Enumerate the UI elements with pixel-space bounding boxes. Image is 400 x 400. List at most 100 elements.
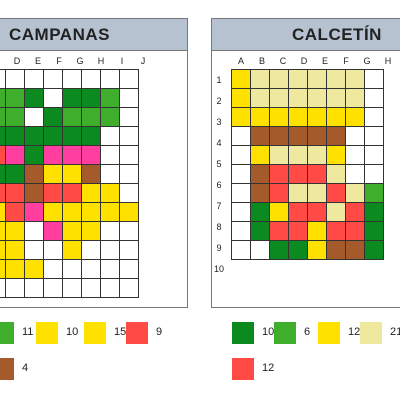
grid-cell xyxy=(62,164,82,184)
grid-cell xyxy=(5,259,25,279)
grid-cell xyxy=(250,164,270,184)
grid-row xyxy=(231,145,384,165)
grid-row xyxy=(231,69,384,89)
grid-row xyxy=(0,88,139,108)
grid-cell xyxy=(345,164,365,184)
grid-row xyxy=(231,164,384,184)
legend-swatch xyxy=(126,322,148,344)
grid-cell xyxy=(5,278,25,298)
grid-cell xyxy=(326,107,346,127)
grid-cell xyxy=(345,202,365,222)
grid-cell xyxy=(119,145,139,165)
grid-cell xyxy=(62,259,82,279)
grid-cell xyxy=(326,145,346,165)
grid-cell xyxy=(345,183,365,203)
column-label: G xyxy=(363,56,371,66)
grid-cell xyxy=(307,88,327,108)
grid-cell xyxy=(250,126,270,146)
grid-cell xyxy=(364,183,384,203)
grid-cell xyxy=(231,164,251,184)
grid-cell xyxy=(288,183,308,203)
grid-cell xyxy=(326,240,346,260)
grid-cell xyxy=(288,145,308,165)
grid-cell xyxy=(81,145,101,165)
grid-row xyxy=(0,164,139,184)
grid-cell xyxy=(269,221,289,241)
grid-cell xyxy=(43,202,63,222)
grid-cell xyxy=(81,240,101,260)
grid-cell xyxy=(81,202,101,222)
grid-row xyxy=(0,69,139,89)
grid-cell xyxy=(326,183,346,203)
grid-cell xyxy=(43,145,63,165)
grid-cell xyxy=(345,221,365,241)
grid-cell xyxy=(119,69,139,89)
grid-cell xyxy=(24,240,44,260)
legend-swatch xyxy=(232,322,254,344)
grid-cell xyxy=(345,126,365,146)
grid-row xyxy=(231,240,384,260)
grid-cell xyxy=(81,107,101,127)
grid-cell xyxy=(269,145,289,165)
grid-cell xyxy=(307,202,327,222)
calcetin-title: CALCETÍN xyxy=(292,25,382,44)
grid-cell xyxy=(231,183,251,203)
grid-cell xyxy=(250,202,270,222)
grid-row xyxy=(0,259,139,279)
legend-count: 4 xyxy=(22,362,29,374)
grid-cell xyxy=(326,88,346,108)
grid-cell xyxy=(231,126,251,146)
grid-cell xyxy=(43,164,63,184)
grid-cell xyxy=(288,164,308,184)
grid-cell xyxy=(100,278,120,298)
column-label: D xyxy=(13,56,21,66)
column-label: D xyxy=(300,56,308,66)
grid-cell xyxy=(269,107,289,127)
grid-cell xyxy=(62,202,82,222)
grid-cell xyxy=(100,107,120,127)
calcetin-header: CALCETÍN xyxy=(212,19,400,51)
grid-cell xyxy=(24,221,44,241)
legend-count: 15 xyxy=(114,326,127,338)
grid-cell xyxy=(326,69,346,89)
grid-row xyxy=(231,221,384,241)
grid-cell xyxy=(269,202,289,222)
row-label: 6 xyxy=(216,180,222,190)
grid-cell xyxy=(288,126,308,146)
grid-cell xyxy=(100,221,120,241)
legend-count: 10 xyxy=(262,326,275,338)
grid-cell xyxy=(81,88,101,108)
grid-cell xyxy=(119,202,139,222)
grid-cell xyxy=(81,164,101,184)
legend-count: 9 xyxy=(156,326,163,338)
grid-cell xyxy=(307,107,327,127)
grid-cell xyxy=(269,240,289,260)
grid-cell xyxy=(269,164,289,184)
grid-cell xyxy=(62,278,82,298)
grid-cell xyxy=(62,145,82,165)
grid-cell xyxy=(326,126,346,146)
grid-cell xyxy=(119,240,139,260)
grid-cell xyxy=(364,164,384,184)
grid-cell xyxy=(100,126,120,146)
campanas-title: CAMPANAS xyxy=(9,25,110,44)
legend-swatch xyxy=(36,322,58,344)
grid-cell xyxy=(345,69,365,89)
grid-cell xyxy=(364,126,384,146)
grid-cell xyxy=(100,202,120,222)
grid-row xyxy=(0,107,139,127)
grid-cell xyxy=(100,164,120,184)
grid-cell xyxy=(288,202,308,222)
grid-cell xyxy=(269,183,289,203)
grid-cell xyxy=(231,240,251,260)
grid-cell xyxy=(231,145,251,165)
grid-cell xyxy=(81,126,101,146)
grid-cell xyxy=(364,88,384,108)
grid-cell xyxy=(364,240,384,260)
grid-cell xyxy=(345,88,365,108)
grid-row xyxy=(0,202,139,222)
legend-count: 21 xyxy=(390,326,400,338)
grid-cell xyxy=(5,88,25,108)
grid-cell xyxy=(326,221,346,241)
grid-cell xyxy=(269,69,289,89)
